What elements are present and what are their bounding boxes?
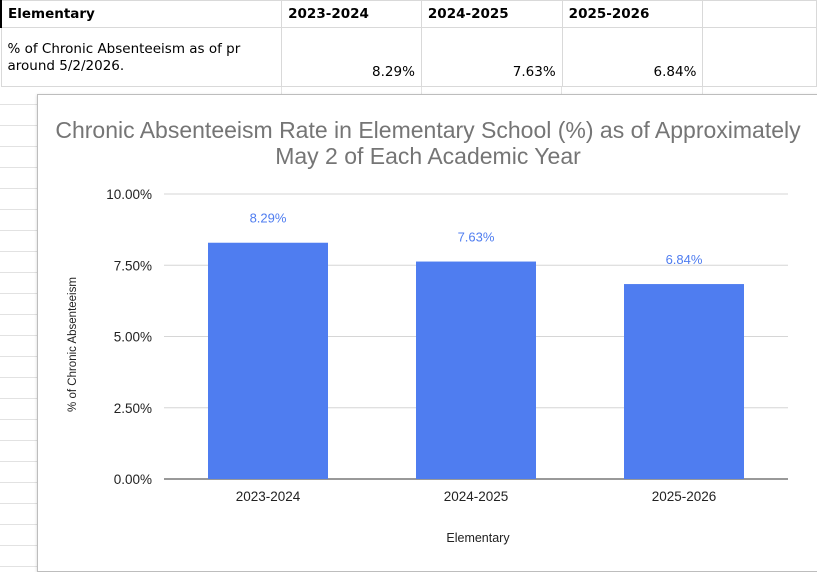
bar-chart-plot: 0.00% 2.50% 5.00% 7.50% 10.00% 8.29% 2023-2024… (67, 187, 788, 545)
data-label: 7.63% (458, 230, 495, 245)
header-cell-label[interactable]: Elementary (0, 0, 283, 28)
empty-cell[interactable] (702, 27, 817, 87)
y-tick-label: 0.00% (114, 472, 152, 487)
embedded-chart[interactable]: Chronic Absenteeism Rate in Elementary S… (37, 94, 817, 572)
bar (624, 284, 744, 479)
value-cell[interactable]: 6.84% (561, 27, 704, 87)
data-label: 8.29% (250, 211, 287, 226)
empty-cell[interactable] (702, 0, 817, 28)
x-axis-title: Elementary (446, 531, 510, 545)
x-tick-label: 2024-2025 (444, 489, 509, 504)
value-cell[interactable]: 7.63% (420, 27, 563, 87)
data-table: Elementary 2023-2024 2024-2025 2025-2026… (0, 0, 817, 87)
table-header-row: Elementary 2023-2024 2024-2025 2025-2026 (0, 0, 817, 28)
y-tick-label: 2.50% (114, 401, 152, 416)
table-row: % of Chronic Absenteeism as of pr around… (0, 27, 817, 87)
header-cell-year[interactable]: 2025-2026 (561, 0, 704, 28)
value-cell[interactable]: 8.29% (281, 27, 422, 87)
bar (416, 261, 536, 479)
y-axis-title: % of Chronic Absenteeism (67, 277, 79, 412)
y-tick-label: 10.00% (106, 187, 152, 202)
header-cell-year[interactable]: 2024-2025 (420, 0, 563, 28)
x-tick-label: 2025-2026 (652, 489, 717, 504)
bar (208, 242, 328, 479)
y-tick-label: 5.00% (114, 330, 152, 345)
chart-title: Chronic Absenteeism Rate in Elementary S… (55, 117, 801, 169)
y-tick-label: 7.50% (114, 258, 152, 273)
row-label-cell[interactable]: % of Chronic Absenteeism as of pr around… (0, 27, 283, 87)
data-label: 6.84% (666, 252, 703, 267)
x-tick-label: 2023-2024 (236, 489, 301, 504)
header-cell-year[interactable]: 2023-2024 (281, 0, 422, 28)
